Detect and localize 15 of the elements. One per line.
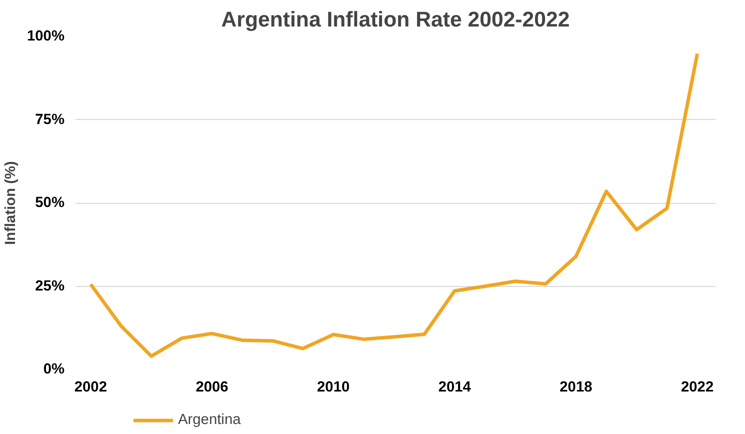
line-series <box>88 52 700 358</box>
y-tick-label: 0% <box>43 362 65 378</box>
x-tick-label: 2010 <box>317 380 350 396</box>
x-tick-label: 2002 <box>74 380 107 396</box>
legend-label: Argentina <box>178 412 241 428</box>
chart-title: Argentina Inflation Rate 2002-2022 <box>221 8 570 32</box>
y-axis-title: Inflation (%) <box>3 160 20 245</box>
x-tick-label: 2014 <box>438 380 472 396</box>
y-tick-label: 100% <box>27 28 65 44</box>
y-tick-label: 75% <box>35 112 65 128</box>
y-tick-label: 50% <box>35 195 65 211</box>
y-tick-label: 25% <box>35 278 65 294</box>
x-tick-label: 2022 <box>681 380 714 396</box>
x-tick-label: 2006 <box>196 380 228 396</box>
x-tick-label: 2018 <box>560 380 592 396</box>
